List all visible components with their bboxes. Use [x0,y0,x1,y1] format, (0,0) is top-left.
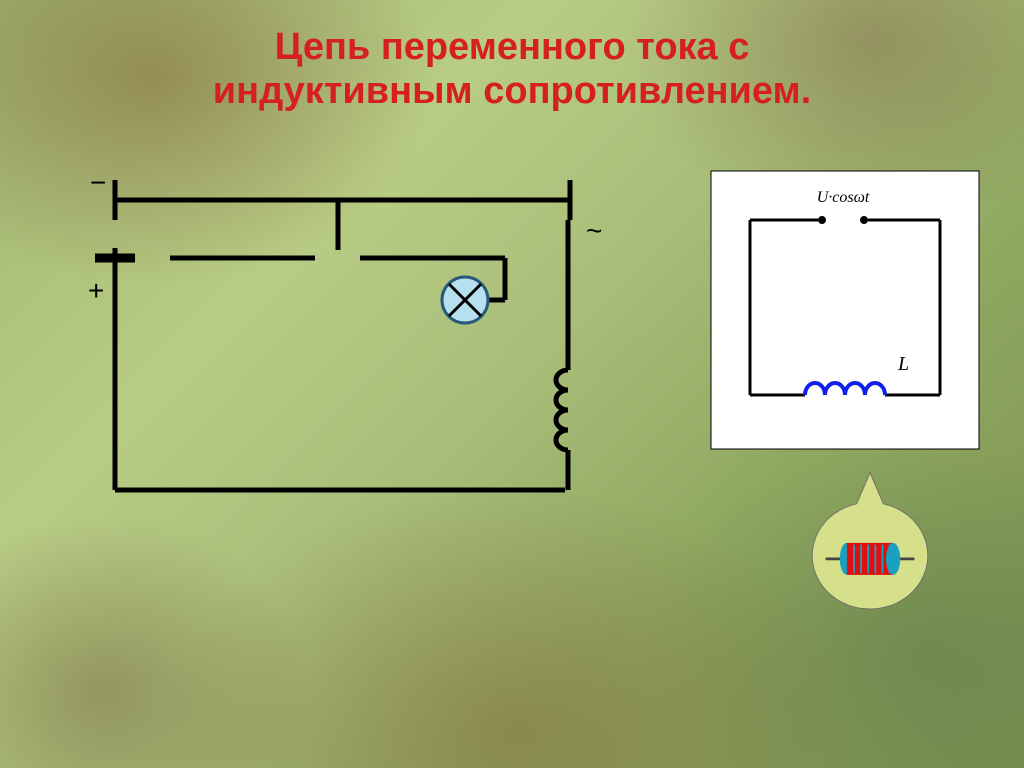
ac-label: ~ [586,215,602,246]
plus-label: + [88,275,104,306]
right-circuit: U·cosωt L [710,170,980,450]
inductor-label: L [897,353,909,375]
inductor-icon [556,370,568,450]
minus-label: − [90,170,106,198]
terminal-icon [818,216,826,224]
title-line2: индуктивным сопротивлением. [0,70,1024,114]
callout-bubble [812,473,928,609]
right-circuit-box: U·cosωt L [710,170,980,450]
left-circuit: − + ~ [60,170,640,550]
title-line1: Цепь переменного тока с [0,26,1024,70]
callout [780,470,960,630]
slide: Цепь переменного тока с индуктивным сопр… [0,0,1024,768]
slide-title: Цепь переменного тока с индуктивным сопр… [0,26,1024,113]
source-label: U·cosωt [817,189,870,206]
terminal-icon [860,216,868,224]
